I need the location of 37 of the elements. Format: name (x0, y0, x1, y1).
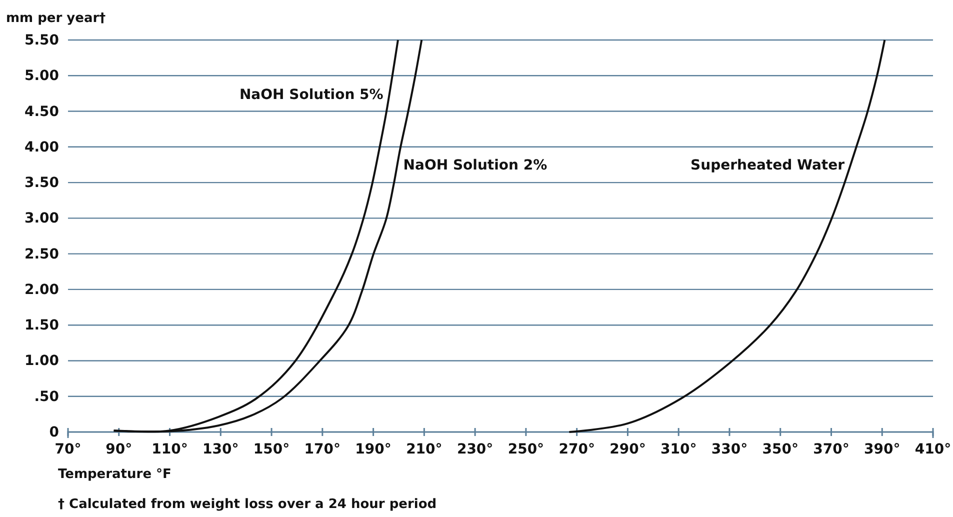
x-tick-label: 130° (202, 442, 239, 458)
x-tick-label: 230° (456, 442, 494, 458)
y-tick-label: 2.50 (24, 246, 60, 262)
x-tick-label: 290° (610, 442, 646, 458)
x-tick-label: 310° (660, 442, 697, 458)
x-tick-label: 390° (864, 442, 900, 458)
y-tick-label: 1.00 (24, 353, 60, 370)
y-tick-label: 3.50 (24, 175, 60, 192)
series-label: NaOH Solution 5% (239, 87, 384, 104)
x-tick-label: 410° (914, 442, 952, 458)
text: † Calculated from weight loss over a 24 hour period (58, 497, 437, 512)
y-tick-label: 5.00 (24, 68, 60, 84)
x-tick-label: 190° (355, 442, 392, 458)
y-tick-label: 2.00 (24, 282, 60, 298)
series-label: Superheated Water (690, 158, 845, 174)
x-tick-label: 270° (558, 442, 595, 458)
x-tick-label: 250° (508, 442, 544, 458)
x-axis-title: Temperature °F (58, 467, 172, 482)
y-tick-label: 4.50 (24, 104, 60, 120)
series-label: NaOH Solution 2% (403, 158, 548, 174)
x-tick-label: 330° (711, 442, 748, 458)
x-tick-label: 350° (762, 442, 798, 458)
y-tick-label: 3.00 (24, 210, 60, 227)
x-tick-label: 70° (54, 442, 82, 458)
x-tick-label: 90° (106, 442, 132, 458)
y-tick-label: 0 (49, 424, 60, 440)
y-axis-title: mm per year† (6, 11, 106, 26)
y-tick-label: 4.00 (24, 139, 60, 156)
x-tick-label: 370° (813, 442, 850, 458)
y-tick-label: 1.50 (24, 318, 60, 334)
x-tick-label: 170° (304, 442, 341, 458)
x-tick-label: 210° (406, 442, 442, 458)
x-tick-label: 110° (152, 442, 188, 458)
y-tick-label: .50 (34, 388, 60, 405)
line-series (568, 39, 886, 433)
y-tick-label: 5.50 (24, 32, 60, 48)
x-tick-label: 150° (253, 442, 290, 458)
